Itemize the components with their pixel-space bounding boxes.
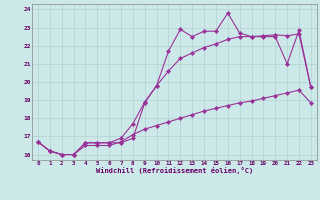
X-axis label: Windchill (Refroidissement éolien,°C): Windchill (Refroidissement éolien,°C) (96, 167, 253, 174)
